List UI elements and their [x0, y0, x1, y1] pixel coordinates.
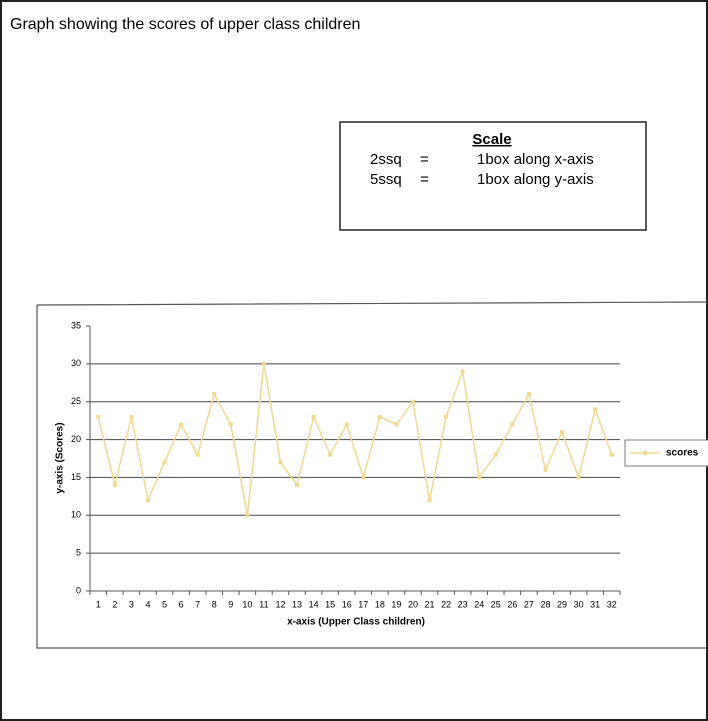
x-tick-label: 8 — [212, 599, 217, 609]
scale-right: 1box along y-axis — [477, 171, 594, 188]
point — [526, 392, 531, 397]
x-tick-label: 12 — [275, 599, 285, 609]
chart-frame — [36, 301, 708, 649]
y-tick-label: 20 — [71, 434, 81, 444]
x-tick-label: 17 — [358, 599, 368, 609]
x-tick-label: 18 — [375, 599, 385, 609]
x-tick-label: 11 — [259, 599, 268, 609]
point — [112, 483, 117, 487]
x-tick-label: 29 — [557, 599, 567, 609]
point — [510, 422, 515, 427]
y-tick-label: 0 — [76, 585, 81, 595]
point — [96, 414, 101, 419]
point — [311, 414, 316, 419]
series-line — [97, 363, 613, 516]
point — [427, 498, 432, 503]
x-tick-label: 16 — [342, 599, 352, 609]
x-tick-label: 26 — [507, 599, 517, 609]
x-tick-label: 32 — [607, 599, 617, 609]
point — [394, 422, 399, 427]
scale-eq: = — [420, 171, 429, 188]
point — [477, 475, 482, 480]
point — [228, 422, 233, 427]
point — [543, 467, 548, 472]
point — [576, 475, 581, 480]
point — [129, 414, 134, 419]
y-tick-label: 30 — [71, 358, 81, 368]
x-tick-label: 7 — [195, 599, 200, 609]
point — [460, 369, 465, 374]
x-tick-label: 23 — [458, 599, 468, 609]
point — [609, 452, 614, 457]
point — [245, 513, 250, 518]
scale-left: 5ssq — [370, 171, 402, 188]
x-tick-label: 22 — [441, 599, 451, 609]
x-tick-label: 4 — [145, 599, 150, 609]
legend-swatch-point — [643, 451, 647, 455]
x-tick-label: 2 — [112, 599, 117, 609]
y-tick-label: 5 — [76, 548, 81, 558]
point — [493, 452, 498, 457]
point — [410, 399, 415, 404]
x-tick-label: 21 — [425, 599, 435, 609]
point — [261, 361, 266, 366]
x-tick-label: 6 — [179, 599, 184, 609]
x-tick-label: 13 — [292, 599, 302, 609]
point — [145, 498, 150, 503]
y-tick-label: 15 — [71, 472, 81, 482]
point — [179, 422, 184, 427]
x-tick-label: 1 — [96, 599, 101, 609]
scale-title: Scale — [472, 131, 511, 148]
point — [344, 422, 349, 427]
x-tick-label: 28 — [540, 599, 550, 609]
y-tick-label: 35 — [71, 320, 81, 330]
x-tick-label: 3 — [129, 599, 134, 609]
x-tick-label: 30 — [574, 599, 584, 609]
scale-right: 1box along x-axis — [477, 151, 594, 168]
x-tick-label: 5 — [162, 599, 167, 609]
point — [377, 414, 382, 419]
x-tick-label: 31 — [590, 599, 600, 609]
y-axis-label: y-axis (Scores) — [55, 422, 66, 493]
x-tick-label: 14 — [309, 599, 319, 609]
legend-label: scores — [666, 448, 699, 459]
scale-left: 2ssq — [370, 151, 402, 168]
scale-eq: = — [420, 151, 429, 168]
point — [295, 483, 300, 487]
point — [328, 452, 333, 457]
x-tick-label: 9 — [228, 599, 233, 609]
point — [444, 414, 449, 419]
point — [361, 475, 366, 480]
x-tick-label: 15 — [325, 599, 335, 609]
point — [162, 460, 167, 465]
x-tick-label: 19 — [391, 599, 401, 609]
point — [593, 407, 598, 412]
y-tick-label: 10 — [71, 510, 81, 520]
x-tick-label: 25 — [491, 599, 501, 609]
point — [195, 452, 200, 457]
x-axis-label: x-axis (Upper Class children) — [287, 617, 425, 628]
scale-box — [339, 121, 647, 231]
x-tick-label: 20 — [408, 599, 418, 609]
x-tick-label: 10 — [242, 599, 252, 609]
x-tick-label: 24 — [474, 599, 484, 609]
x-tick-label: 27 — [524, 599, 534, 609]
point — [560, 430, 565, 434]
point — [278, 460, 283, 465]
y-tick-label: 25 — [71, 396, 81, 406]
point — [212, 392, 217, 397]
heading: Graph showing the scores of upper class … — [10, 16, 360, 33]
